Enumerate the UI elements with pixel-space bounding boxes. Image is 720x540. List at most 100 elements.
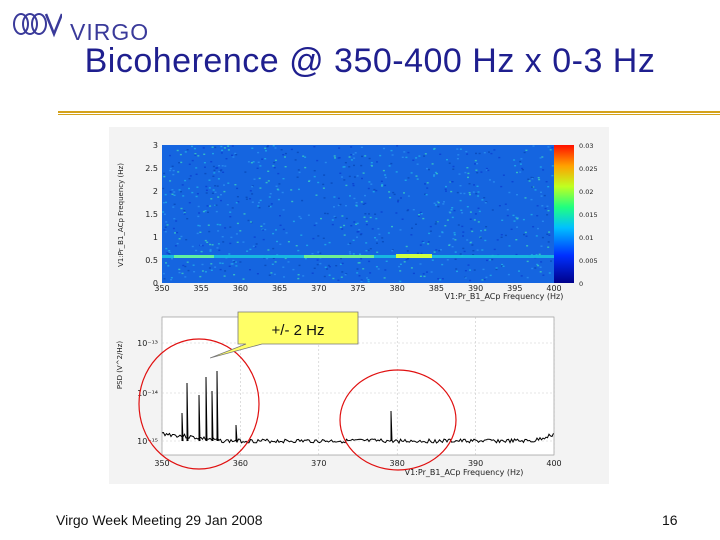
noise-speck: [538, 178, 541, 181]
noise-speck: [368, 157, 371, 160]
noise-speck: [290, 189, 293, 191]
noise-speck: [277, 198, 280, 201]
noise-speck: [358, 262, 361, 264]
virgo-logo-icon: [13, 13, 64, 38]
noise-speck: [313, 224, 316, 227]
noise-speck: [389, 196, 392, 199]
noise-speck: [454, 251, 457, 253]
psd-trace: [161, 370, 554, 445]
noise-speck: [375, 217, 378, 220]
noise-speck: [523, 233, 525, 236]
noise-speck: [380, 180, 383, 182]
noise-speck: [416, 178, 419, 180]
noise-speck: [162, 202, 165, 204]
noise-speck: [515, 239, 518, 241]
noise-speck: [191, 245, 194, 248]
noise-speck: [507, 273, 510, 276]
noise-speck: [464, 277, 467, 279]
noise-speck: [547, 241, 550, 243]
noise-speck: [531, 267, 534, 270]
noise-speck: [391, 154, 394, 156]
noise-speck: [233, 261, 236, 263]
noise-speck: [504, 234, 507, 237]
noise-speck: [254, 246, 257, 248]
noise-speck: [202, 210, 205, 213]
noise-speck: [437, 201, 440, 204]
noise-speck: [347, 243, 350, 245]
noise-speck: [251, 201, 254, 203]
colorbar-tick: 0: [579, 280, 583, 288]
noise-speck: [307, 214, 310, 216]
noise-speck: [317, 235, 320, 237]
noise-speck: [253, 236, 256, 238]
noise-speck: [475, 152, 477, 155]
spec-x-tick: 380: [390, 284, 405, 293]
noise-speck: [219, 170, 222, 172]
noise-speck: [381, 237, 384, 239]
noise-speck: [433, 202, 436, 204]
noise-speck: [458, 173, 461, 175]
noise-speck: [376, 242, 378, 244]
noise-speck: [348, 251, 351, 253]
noise-speck: [265, 181, 268, 184]
noise-speck: [186, 261, 189, 263]
noise-speck: [480, 230, 482, 232]
spec-x-tick: 350: [154, 284, 169, 293]
title-rule-thin: [58, 114, 720, 115]
noise-speck: [442, 203, 445, 205]
noise-speck: [381, 185, 383, 187]
noise-speck: [420, 213, 423, 215]
noise-speck: [547, 186, 550, 188]
noise-speck: [299, 217, 302, 220]
noise-speck: [166, 224, 169, 226]
noise-speck: [368, 181, 371, 183]
noise-speck: [531, 186, 534, 188]
noise-speck: [251, 186, 254, 188]
noise-speck: [375, 239, 378, 241]
spec-x-tick: 385: [429, 284, 444, 293]
noise-speck: [266, 146, 269, 148]
footer-text: Virgo Week Meeting 29 Jan 2008: [56, 512, 263, 528]
noise-speck: [204, 271, 207, 273]
noise-speck: [298, 171, 301, 174]
noise-speck: [331, 219, 334, 221]
noise-speck: [340, 276, 343, 278]
noise-speck: [216, 223, 219, 226]
noise-speck: [168, 253, 171, 255]
noise-speck: [273, 161, 276, 164]
noise-speck: [459, 192, 462, 195]
hot-spot-mid: [304, 255, 374, 258]
noise-speck: [208, 267, 211, 269]
noise-speck: [356, 231, 359, 233]
noise-speck: [344, 274, 347, 276]
noise-speck: [270, 203, 273, 205]
noise-speck: [369, 216, 372, 219]
noise-speck: [337, 279, 340, 281]
noise-speck: [466, 167, 469, 169]
noise-speck: [163, 278, 166, 280]
noise-speck: [439, 153, 442, 155]
noise-speck: [546, 205, 549, 207]
noise-speck: [175, 220, 178, 222]
noise-speck: [197, 224, 200, 227]
noise-speck: [397, 199, 400, 201]
noise-speck: [259, 165, 262, 167]
noise-speck: [343, 179, 346, 181]
noise-speck: [174, 232, 176, 234]
noise-speck: [500, 236, 503, 238]
noise-speck: [457, 154, 460, 156]
noise-speck: [538, 253, 541, 255]
noise-speck: [365, 250, 368, 252]
noise-speck: [419, 211, 422, 214]
noise-speck: [267, 145, 269, 147]
noise-speck: [333, 215, 336, 218]
noise-speck: [360, 280, 363, 283]
noise-speck: [527, 178, 530, 180]
noise-speck: [424, 193, 427, 195]
noise-speck: [211, 244, 214, 246]
noise-speck: [177, 171, 180, 173]
noise-speck: [221, 149, 224, 151]
noise-speck: [520, 158, 523, 160]
slide-title: Bicoherence @ 350-400 Hz x 0-3 Hz: [84, 42, 656, 80]
noise-speck: [391, 250, 394, 252]
